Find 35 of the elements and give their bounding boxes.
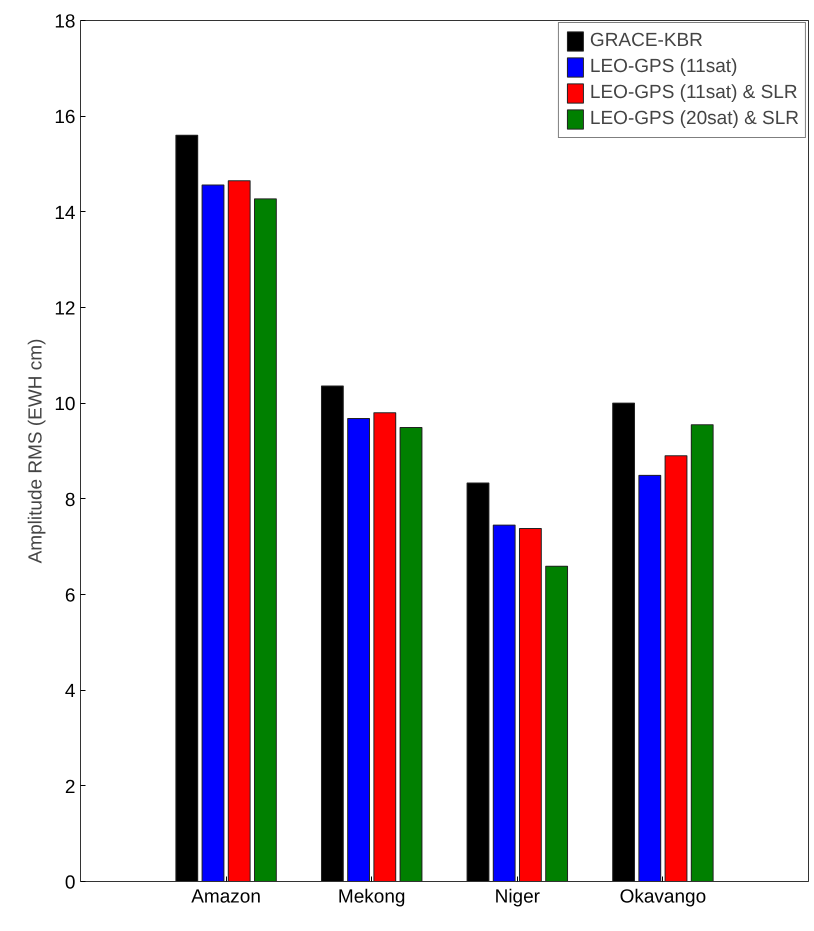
- bar: [175, 134, 198, 882]
- y-tick-label: 4: [64, 681, 76, 702]
- bar: [320, 385, 344, 882]
- y-tick-label: 6: [64, 586, 76, 606]
- bar: [228, 180, 251, 882]
- y-tick-label: 10: [54, 394, 76, 416]
- bar: [518, 528, 542, 882]
- bar: [347, 418, 370, 882]
- legend-label: LEO-GPS (11sat): [590, 56, 738, 78]
- y-tick-label: 18: [54, 12, 76, 32]
- legend-label: LEO-GPS (20sat) & SLR: [590, 108, 799, 130]
- x-tick-label: Niger: [494, 886, 541, 908]
- y-tick-label: 8: [64, 490, 76, 511]
- bar: [373, 412, 396, 882]
- bar: [612, 402, 636, 882]
- x-tick-label: Mekong: [338, 886, 406, 908]
- bar: [492, 524, 516, 882]
- y-tick-label: 12: [54, 298, 76, 320]
- bar: [690, 424, 714, 882]
- bar: [664, 455, 688, 882]
- legend-label: LEO-GPS (11sat) & SLR: [590, 82, 798, 104]
- bar: [202, 184, 224, 882]
- y-axis-title: Amplitude RMS (EWH cm): [25, 338, 46, 564]
- y-tick-label: 2: [64, 776, 76, 798]
- bar: [400, 427, 422, 882]
- x-tick-label: Okavango: [620, 886, 706, 908]
- bar: [254, 198, 277, 882]
- bar: [466, 482, 490, 882]
- y-tick-label: 16: [54, 107, 76, 128]
- x-tick-label: Amazon: [191, 886, 261, 908]
- y-tick-label: 14: [54, 202, 76, 224]
- bar: [545, 566, 568, 882]
- legend-label: GRACE-KBR: [590, 30, 703, 52]
- y-tick-label: 0: [64, 872, 76, 894]
- bar: [638, 474, 662, 882]
